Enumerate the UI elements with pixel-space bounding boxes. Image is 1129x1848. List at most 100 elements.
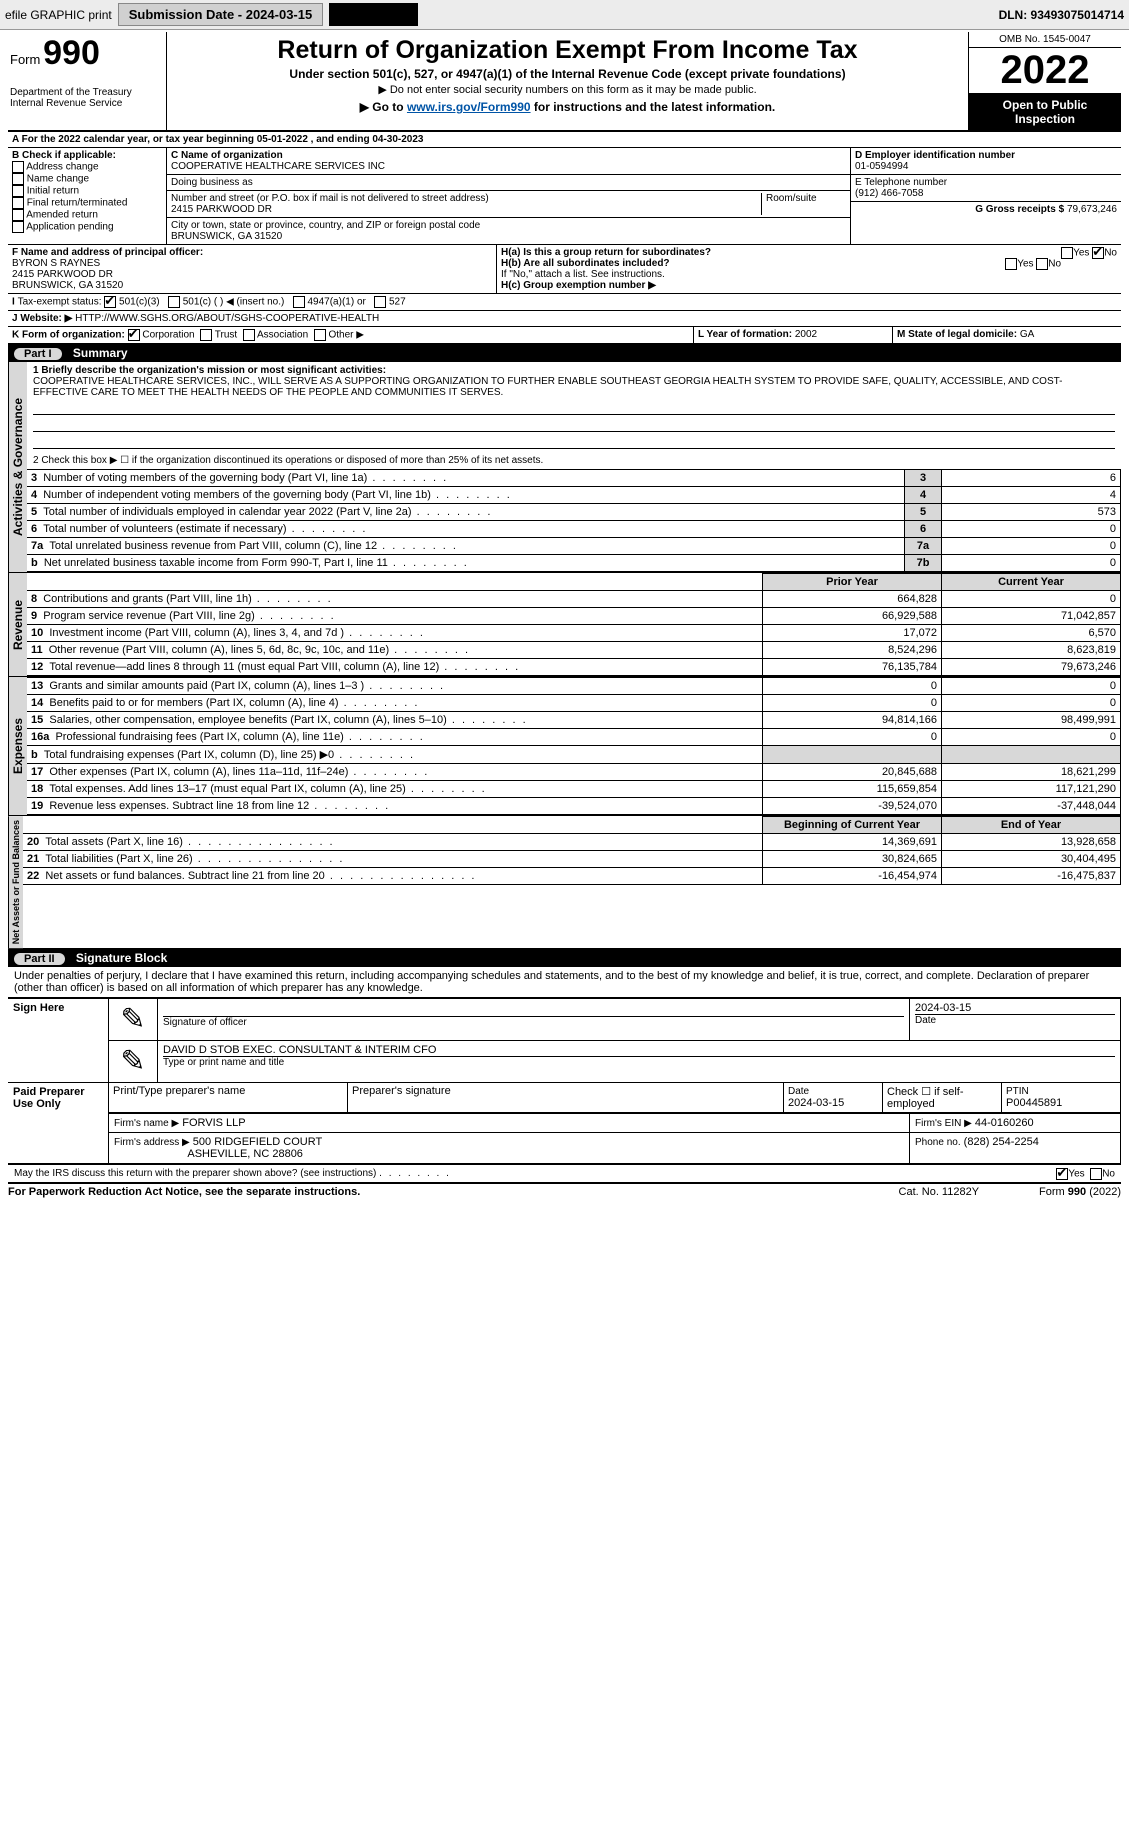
opt-501c: 501(c) ( ) ◀ (insert no.) — [183, 297, 285, 308]
dln-label: DLN: 93493075014714 — [999, 8, 1124, 22]
firm-addr2: ASHEVILLE, NC 28806 — [187, 1148, 303, 1160]
year-formation: 2002 — [795, 329, 817, 340]
section-e-label: E Telephone number — [855, 177, 1117, 188]
part2-head: Part II — [14, 953, 65, 965]
q2-text: 2 Check this box ▶ ☐ if the organization… — [27, 452, 1121, 469]
hb-yes-lbl: Yes — [1017, 259, 1033, 270]
vlabel-netassets: Net Assets or Fund Balances — [8, 816, 23, 948]
sub3-post: for instructions and the latest informat… — [531, 100, 776, 114]
hb-no[interactable] — [1036, 258, 1048, 270]
section-b-title: B Check if applicable: — [12, 150, 162, 161]
opt-trust: Trust — [215, 330, 237, 341]
blank-box — [329, 3, 418, 26]
officer-city: BRUNSWICK, GA 31520 — [12, 280, 492, 291]
dba-label: Doing business as — [171, 177, 846, 188]
section-k-label: K Form of organization: — [12, 330, 125, 341]
check-name-change[interactable] — [12, 173, 24, 185]
discuss-yes[interactable] — [1056, 1168, 1068, 1180]
ha-yes[interactable] — [1061, 247, 1073, 259]
hb-no-lbl: No — [1048, 259, 1061, 270]
opt-corp: Corporation — [142, 330, 194, 341]
irs-link[interactable]: www.irs.gov/Form990 — [407, 100, 531, 114]
ha-no[interactable] — [1092, 247, 1104, 259]
discuss-label: May the IRS discuss this return with the… — [14, 1168, 376, 1179]
firm-name-label: Firm's name ▶ — [114, 1118, 179, 1129]
opt-other: Other ▶ — [328, 330, 363, 341]
check-address-change[interactable] — [12, 161, 24, 173]
vlabel-expenses: Expenses — [8, 677, 27, 815]
lbl-name-change: Name change — [27, 174, 89, 185]
section-m-label: M State of legal domicile: — [897, 329, 1017, 340]
sign-here: Sign Here — [8, 999, 109, 1083]
h-b-note: If "No," attach a list. See instructions… — [501, 269, 1117, 280]
check-assoc[interactable] — [243, 329, 255, 341]
h-a-label: H(a) Is this a group return for subordin… — [501, 247, 711, 258]
check-4947[interactable] — [293, 296, 305, 308]
form-title: Return of Organization Exempt From Incom… — [173, 36, 962, 65]
website-value: HTTP://WWW.SGHS.ORG/ABOUT/SGHS-COOPERATI… — [75, 313, 379, 324]
officer-name: BYRON S RAYNES — [12, 258, 492, 269]
hb-yes[interactable] — [1005, 258, 1017, 270]
part2-title: Signature Block — [76, 951, 167, 965]
prep-sig-label: Preparer's signature — [348, 1083, 784, 1113]
gross-receipts: 79,673,246 — [1067, 204, 1117, 215]
efile-label: efile GRAPHIC print — [5, 8, 112, 22]
check-501c3[interactable] — [104, 296, 116, 308]
penalty-text: Under penalties of perjury, I declare th… — [8, 967, 1121, 998]
period-line: A For the 2022 calendar year, or tax yea… — [8, 132, 1121, 148]
section-f-label: F Name and address of principal officer: — [12, 247, 492, 258]
form-prefix: Form — [10, 52, 40, 67]
paid-preparer: Paid Preparer Use Only — [8, 1083, 109, 1164]
check-other[interactable] — [314, 329, 326, 341]
sig-date-label: Date — [915, 1014, 1115, 1026]
self-employed: Check ☐ if self-employed — [883, 1083, 1002, 1113]
sub3-pre: ▶ Go to — [360, 100, 407, 114]
check-501c[interactable] — [168, 296, 180, 308]
check-trust[interactable] — [200, 329, 212, 341]
q1-label: 1 Briefly describe the organization's mi… — [33, 365, 1115, 376]
check-initial[interactable] — [12, 185, 24, 197]
check-app-pending[interactable] — [12, 221, 24, 233]
opt-527: 527 — [389, 297, 406, 308]
subtitle-3: ▶ Go to www.irs.gov/Form990 for instruct… — [173, 100, 962, 114]
tax-year: 2022 — [969, 48, 1121, 94]
org-name: COOPERATIVE HEALTHCARE SERVICES INC — [171, 161, 846, 172]
col-current: Current Year — [942, 574, 1121, 591]
check-amended[interactable] — [12, 209, 24, 221]
subtitle-1: Under section 501(c), 527, or 4947(a)(1)… — [173, 67, 962, 81]
section-d-label: D Employer identification number — [855, 150, 1117, 161]
check-527[interactable] — [374, 296, 386, 308]
footer-left: For Paperwork Reduction Act Notice, see … — [8, 1186, 360, 1198]
subtitle-2: ▶ Do not enter social security numbers o… — [173, 83, 962, 96]
check-final[interactable] — [12, 197, 24, 209]
h-c-label: H(c) Group exemption number ▶ — [501, 280, 1117, 291]
officer-street: 2415 PARKWOOD DR — [12, 269, 492, 280]
firm-addr1: 500 RIDGEFIELD COURT — [193, 1136, 322, 1148]
lbl-app-pending: Application pending — [26, 222, 113, 233]
footer-mid: Cat. No. 11282Y — [899, 1186, 980, 1198]
prep-date-val: 2024-03-15 — [788, 1097, 844, 1109]
col-end: End of Year — [942, 817, 1121, 834]
firm-phone-label: Phone no. — [915, 1137, 961, 1148]
firm-ein: 44-0160260 — [975, 1117, 1034, 1129]
lbl-final: Final return/terminated — [27, 198, 128, 209]
h-b-label: H(b) Are all subordinates included? — [501, 258, 670, 269]
section-j-label: Website: ▶ — [20, 313, 72, 324]
officer-type-label: Type or print name and title — [163, 1056, 1115, 1068]
sig-officer-label: Signature of officer — [163, 1017, 904, 1028]
dept-treasury: Department of the Treasury — [10, 87, 160, 98]
city-value: BRUNSWICK, GA 31520 — [171, 231, 846, 242]
dept-irs: Internal Revenue Service — [10, 98, 160, 109]
discuss-no[interactable] — [1090, 1168, 1102, 1180]
discuss-yes-lbl: Yes — [1068, 1169, 1084, 1180]
street-value: 2415 PARKWOOD DR — [171, 204, 761, 215]
section-i-label: Tax-exempt status: — [18, 297, 102, 308]
opt-4947: 4947(a)(1) or — [307, 297, 365, 308]
firm-name: FORVIS LLP — [182, 1117, 245, 1129]
open-to-public: Open to Public Inspection — [969, 94, 1121, 130]
prep-date-label: Date — [788, 1086, 809, 1097]
ptin-value: P00445891 — [1006, 1097, 1062, 1109]
part1-title: Summary — [73, 346, 128, 360]
check-corp[interactable] — [128, 329, 140, 341]
submission-date-button[interactable]: Submission Date - 2024-03-15 — [118, 3, 324, 26]
